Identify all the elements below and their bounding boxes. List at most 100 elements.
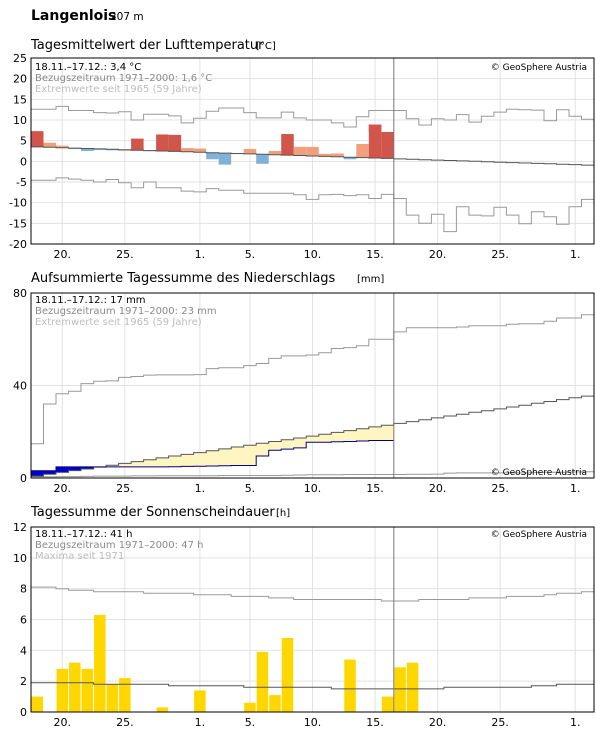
- sunshine-bar: [119, 678, 131, 712]
- precip-deficit-area: [231, 447, 244, 466]
- x-tick-label: 1.: [570, 248, 581, 261]
- x-tick-label: 25.: [116, 716, 134, 729]
- y-tick-label: 0: [20, 706, 27, 719]
- sunshine-bar: [31, 696, 44, 712]
- y-tick-label: 5: [20, 135, 27, 148]
- temperature-bar: [318, 153, 332, 157]
- precip-deficit-area: [281, 439, 294, 450]
- x-tick-label: 15.: [366, 248, 384, 261]
- x-tick-label: 20.: [54, 716, 72, 729]
- precipitation-extremes-label: Extremwerte seit 1965 (59 Jahre): [35, 317, 202, 328]
- y-tick-label: 4: [20, 644, 27, 657]
- precip-deficit-area: [268, 441, 282, 451]
- normal-cumulative-line: [31, 395, 594, 477]
- sunshine-bar: [194, 690, 206, 712]
- precip-deficit-area: [293, 437, 307, 448]
- x-tick-label: 1.: [570, 716, 581, 729]
- y-tick-label: 12: [13, 521, 27, 534]
- precip-deficit-area: [143, 459, 157, 467]
- sunshine-bar: [244, 702, 256, 712]
- temperature-bar: [356, 143, 369, 158]
- precip-surplus-area: [81, 466, 94, 469]
- y-tick-label: 8: [20, 583, 27, 596]
- x-tick-label: 15.: [366, 716, 384, 729]
- x-tick-label: 20.: [429, 716, 447, 729]
- plot-frame: [30, 292, 595, 479]
- x-tick-label: 15.: [366, 482, 384, 495]
- x-tick-label: 20.: [429, 248, 447, 261]
- precip-deficit-area: [156, 457, 169, 467]
- precipitation-unit: [mm]: [357, 274, 384, 285]
- sunshine-reference-label: Bezugszeitraum 1971–2000: 47 h: [35, 540, 203, 551]
- precip-deficit-area: [181, 454, 194, 467]
- temperature-bar: [293, 146, 307, 156]
- y-tick-label: -10: [9, 197, 27, 210]
- sunshine-bar: [406, 662, 419, 712]
- sunshine-bar: [156, 707, 169, 712]
- plot-frame: [30, 57, 595, 245]
- sunshine-title: Tagessumme der Sonnenscheindauer: [30, 505, 275, 520]
- plot-frame: [30, 526, 595, 713]
- precipitation-period-label: 18.11.–17.12.: 17 mm: [35, 295, 146, 306]
- y-tick-label: 0: [20, 472, 27, 485]
- precip-deficit-area: [118, 463, 132, 467]
- temperature-bar: [343, 157, 357, 160]
- precipitation-reference-label: Bezugszeitraum 1971–2000: 23 mm: [35, 306, 217, 317]
- temperature-bar: [193, 148, 207, 153]
- sunshine-bar: [56, 668, 69, 712]
- temperature-bar: [256, 154, 269, 164]
- precip-deficit-area: [193, 452, 207, 467]
- sunshine-bar: [269, 695, 281, 712]
- precip-deficit-area: [256, 443, 269, 457]
- y-tick-label: -15: [9, 217, 27, 230]
- x-tick-label: 20.: [429, 482, 447, 495]
- temperature-bar: [31, 131, 44, 147]
- temperature-bar: [106, 149, 119, 151]
- sunshine-bar: [69, 662, 81, 712]
- temperature-bar: [281, 134, 294, 156]
- precip-surplus-area: [31, 470, 44, 477]
- precip-deficit-area: [381, 425, 394, 441]
- precip-deficit-area: [206, 450, 219, 466]
- temperature-unit: [°C]: [256, 41, 276, 52]
- temperature-bar: [218, 153, 232, 165]
- sunshine-bar: [81, 668, 94, 712]
- sunshine-bar: [344, 659, 356, 712]
- temperature-bar: [93, 148, 107, 150]
- precip-deficit-area: [106, 465, 119, 467]
- temperature-bar: [181, 148, 194, 152]
- precip-deficit-area: [131, 461, 144, 467]
- x-tick-label: 5.: [245, 248, 256, 261]
- precip-deficit-area: [243, 445, 257, 466]
- sunshine-plot: 0 2 4 6 8 10 12 20. 25. 1. 5. 10. 15. 20. 25. 1.: [13, 521, 595, 729]
- precipitation-plot: 0 40 80 20. 25. 1. 5. 10. 15. 20. 25. 1.: [13, 287, 595, 495]
- sunshine-bar: [256, 651, 269, 712]
- sunshine-unit: [h]: [276, 508, 290, 519]
- precipitation-copyright: © GeoSphere Austria: [491, 468, 587, 478]
- temperature-bar-extreme: [381, 131, 394, 140]
- precip-deficit-area: [356, 428, 369, 441]
- extreme-max-cumulative-line: [31, 314, 594, 445]
- extreme-min-cumulative-line: [31, 471, 594, 478]
- x-tick-label: 25.: [491, 248, 509, 261]
- temperature-bar: [368, 124, 382, 159]
- x-tick-label: 5.: [245, 482, 256, 495]
- precipitation-panel: Aufsummierte Tagessumme des Niederschlag…: [13, 271, 595, 495]
- x-tick-label: 10.: [304, 482, 322, 495]
- x-tick-label: 25.: [116, 248, 134, 261]
- y-tick-label: 25: [13, 52, 27, 65]
- precip-deficit-area: [368, 426, 382, 441]
- y-tick-label: 20: [13, 73, 27, 86]
- y-tick-label: 40: [13, 380, 27, 393]
- temperature-title: Tagesmittelwert der Lufttemperatur: [30, 38, 264, 53]
- temperature-bar-extreme: [368, 124, 382, 132]
- sunshine-copyright: © GeoSphere Austria: [491, 530, 587, 540]
- station-elevation: 207 m: [110, 11, 144, 23]
- precip-surplus-area: [68, 466, 82, 471]
- temperature-bar: [81, 148, 94, 151]
- temperature-bar: [168, 134, 182, 152]
- sunshine-bar: [106, 684, 119, 712]
- temperature-bar: [268, 151, 282, 155]
- x-tick-label: 25.: [116, 482, 134, 495]
